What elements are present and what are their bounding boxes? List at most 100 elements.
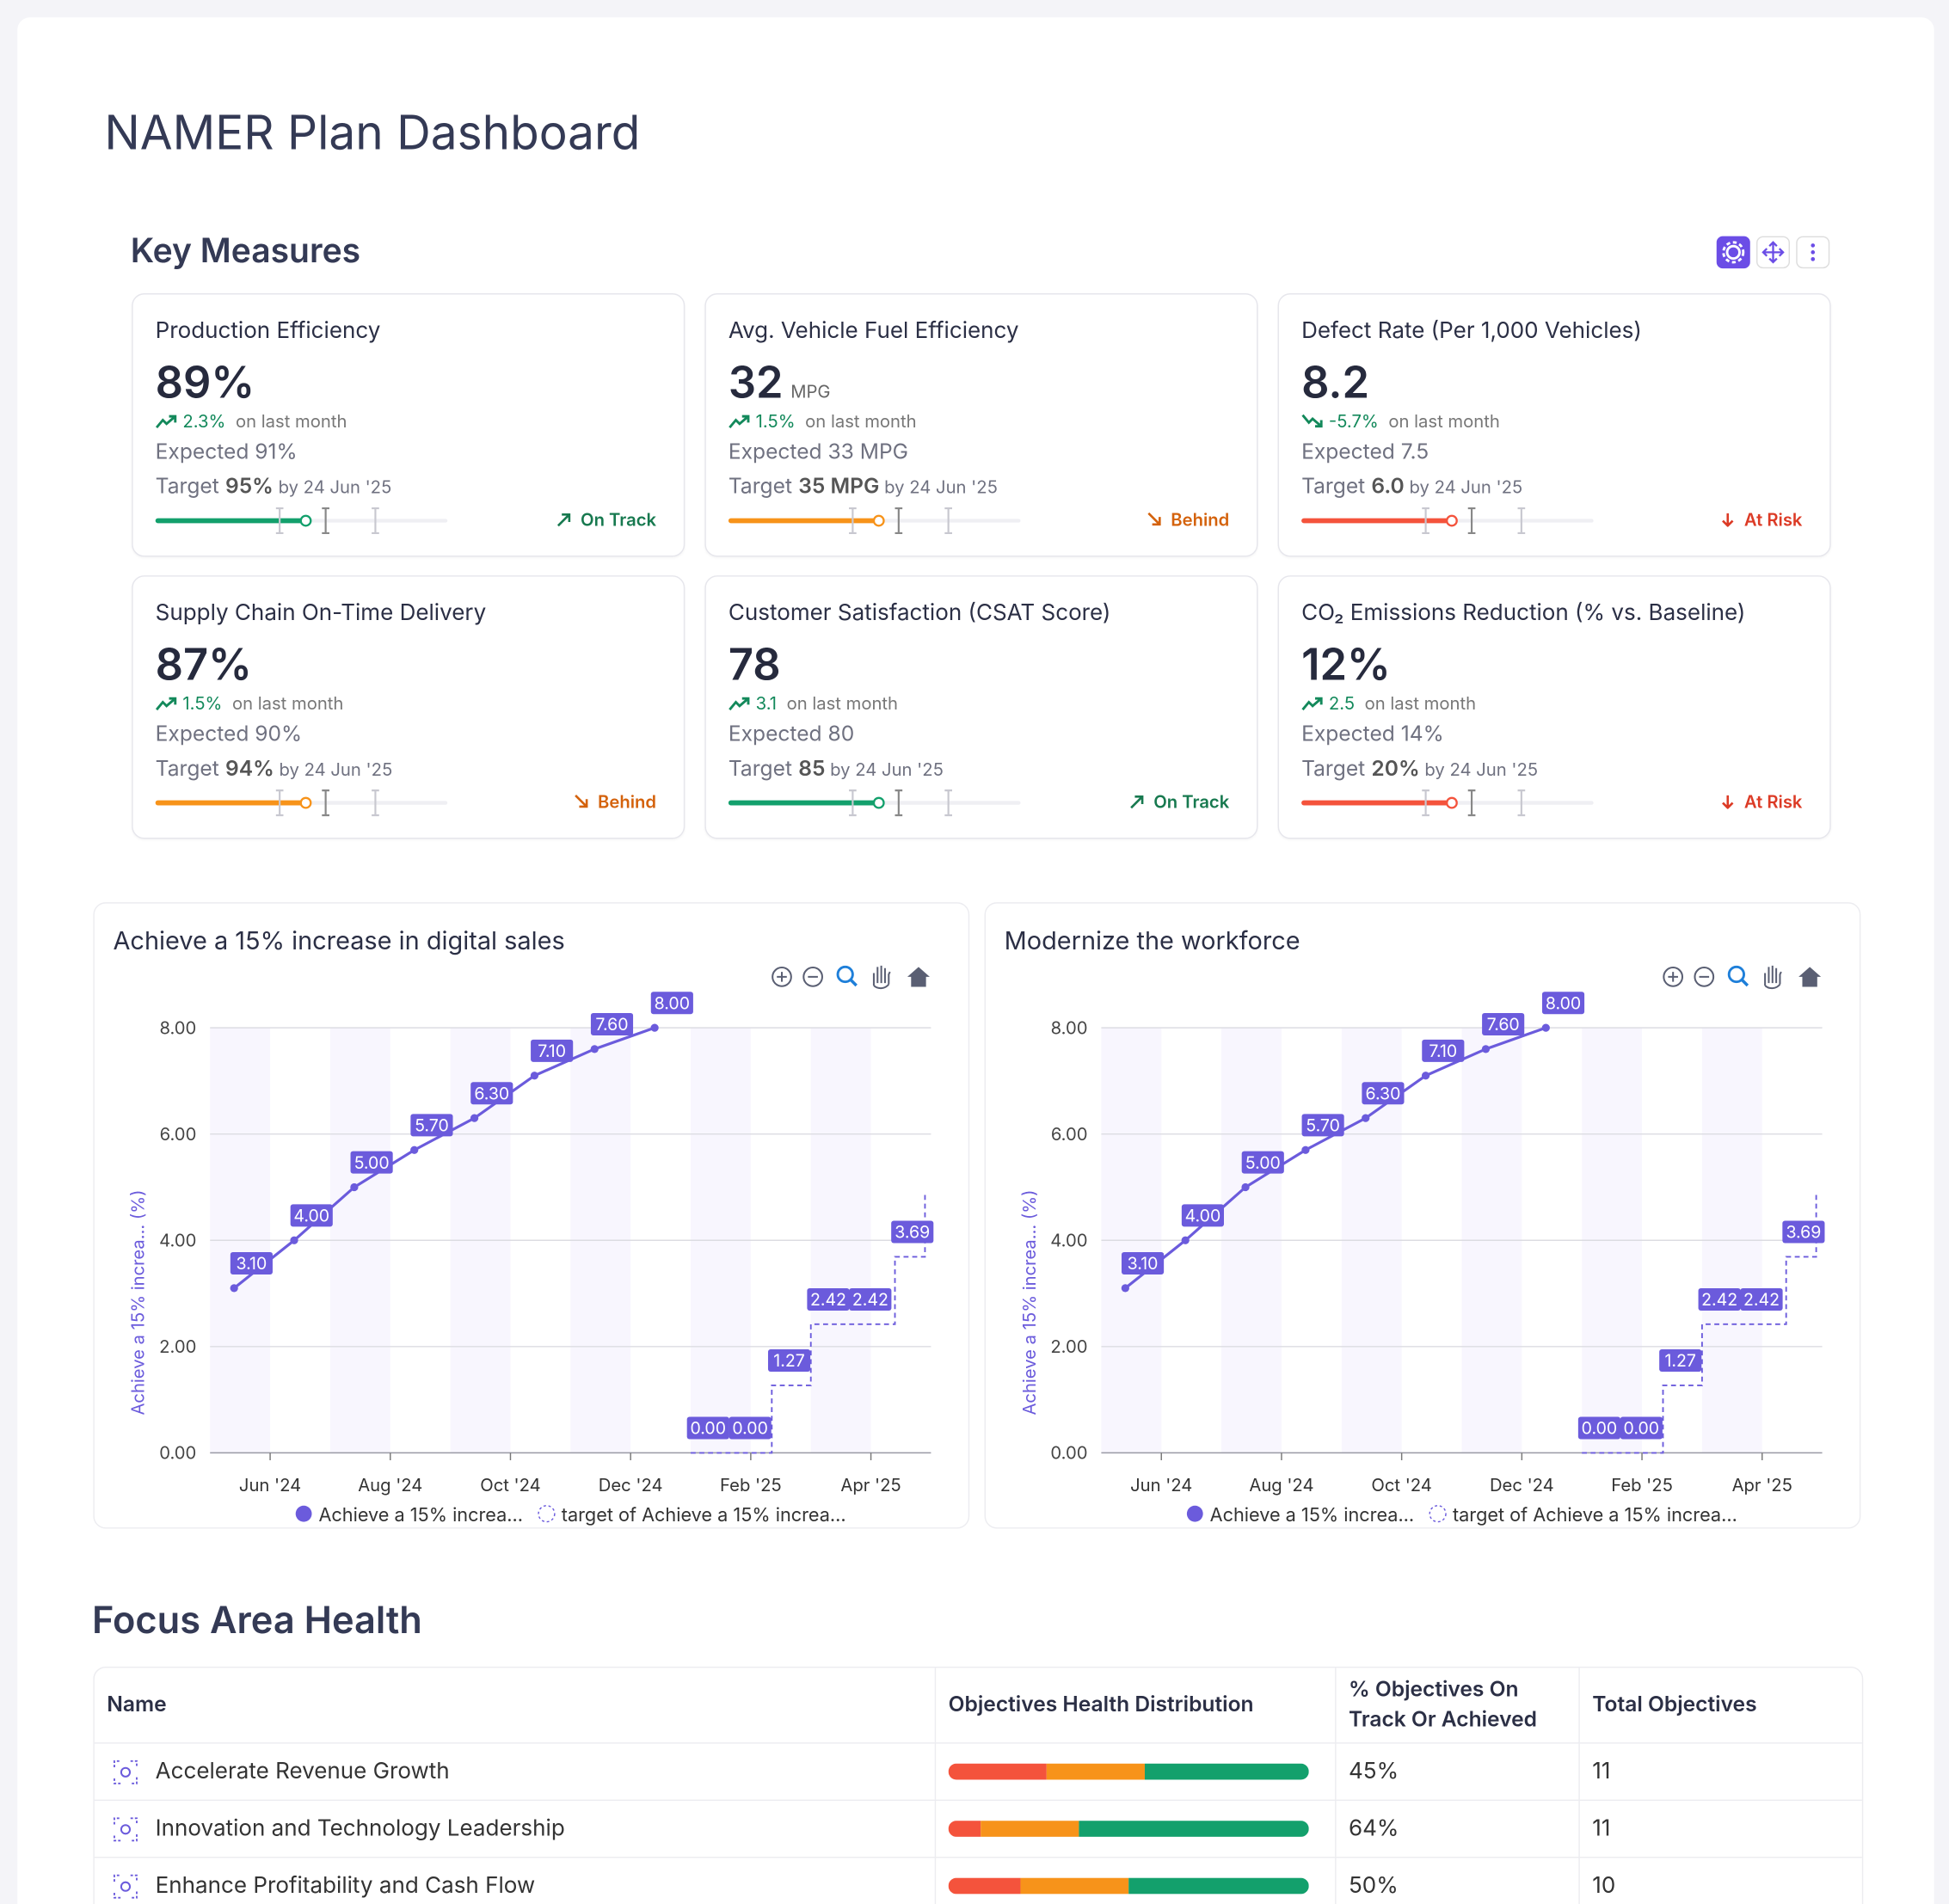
name: Enhance Profitability and Cash Flow <box>155 1872 536 1900</box>
progress <box>728 789 1021 817</box>
home-button[interactable] <box>907 967 930 987</box>
target-value: 85 <box>798 757 826 782</box>
card-value-line: 78 <box>729 639 781 691</box>
target-date: by 24 Jun '25 <box>830 759 944 781</box>
y-axis-label: Achieve a 15% increa... (%) <box>127 1189 149 1415</box>
value-label: 8.00 <box>655 992 690 1013</box>
chart-panel: Achieve a 15% increase in digital sales 0… <box>93 902 970 1529</box>
status-text: At Risk <box>1743 509 1803 531</box>
target-date: by 24 Jun '25 <box>279 759 393 781</box>
card-title: CO₂ Emissions Reduction (% vs. Baseline) <box>1301 600 1746 627</box>
value-label-box <box>290 1204 333 1227</box>
target-value: 6.0 <box>1371 475 1405 500</box>
point <box>1481 1045 1491 1053</box>
zoom-button[interactable] <box>1727 965 1745 984</box>
y-tick-label: 6.00 <box>160 1123 197 1145</box>
progress-knob <box>299 514 312 527</box>
progress <box>155 789 448 817</box>
chart: Achieve a 15% increase in digital sales 0… <box>114 925 934 1526</box>
value-label: 7.10 <box>1429 1041 1457 1061</box>
value-label-box <box>686 1416 729 1440</box>
value-label: 2.42 <box>1701 1289 1737 1310</box>
value-label-box <box>1782 1220 1825 1244</box>
value-label-box <box>891 1220 934 1244</box>
target-date: by 24 Jun '25 <box>1409 476 1523 499</box>
zoom-in-button[interactable] <box>1663 967 1684 987</box>
chart-panel: Modernize the workforce 0.00 2.00 4.00 6.00 8… <box>984 902 1861 1529</box>
status-arrow <box>1722 513 1734 528</box>
value-label: 8.00 <box>1546 992 1581 1013</box>
point <box>1541 1023 1550 1032</box>
value-label-box <box>410 1114 453 1137</box>
point <box>350 1182 359 1192</box>
section-title: Key Measures <box>130 230 361 272</box>
x-tick-label: Oct '24 <box>480 1474 540 1496</box>
distribution-cell <box>936 1801 1337 1858</box>
zoom-out-button[interactable] <box>802 967 823 987</box>
status-text: Behind <box>1171 509 1230 531</box>
value-label: 0.00 <box>690 1418 726 1439</box>
table-row: Enhance Profitability and Cash Flow 50% 10 <box>95 1858 1862 1904</box>
zoom-button[interactable] <box>836 965 854 984</box>
expected: Expected 91% <box>155 439 298 465</box>
chart-title: Achieve a 15% increase in digital sales <box>114 925 565 955</box>
name: Innovation and Technology Leadership <box>155 1815 565 1842</box>
status-icon <box>1722 795 1734 810</box>
focus-icon-center <box>120 1823 132 1834</box>
status-arrow <box>1147 512 1161 526</box>
status-arrow <box>1130 795 1144 809</box>
card-value: 87% <box>155 638 252 691</box>
card-title: Supply Chain On-Time Delivery <box>155 600 487 627</box>
move-icon <box>1761 241 1785 264</box>
x-tick-label: Apr '25 <box>840 1474 901 1496</box>
legend-label: target of Achieve a 15% increa... <box>1453 1504 1737 1526</box>
pan-button[interactable] <box>872 965 891 990</box>
column-header: Name <box>95 1668 937 1743</box>
target-value: 94% <box>225 757 274 782</box>
point <box>1181 1236 1190 1244</box>
value-label-box <box>1740 1287 1783 1311</box>
focus-icon <box>114 1816 138 1841</box>
name-cell: Innovation and Technology Leadership <box>95 1801 937 1858</box>
y-axis-label: Achieve a 15% increa... (%) <box>1018 1189 1040 1415</box>
pan-button[interactable] <box>1764 965 1782 990</box>
change-value: 1.5% <box>755 411 796 433</box>
distribution-segment <box>1046 1763 1146 1780</box>
distribution-segment <box>1079 1821 1309 1837</box>
zoom-out-button[interactable] <box>1694 967 1715 987</box>
value-label: 7.60 <box>1487 1014 1520 1035</box>
trend-arrow <box>155 697 177 711</box>
status-arrow <box>1722 795 1734 810</box>
settings-button[interactable] <box>1716 236 1750 269</box>
value-label-box <box>531 1039 574 1062</box>
change-line: 1.5% on last month <box>155 693 343 715</box>
value-label-box <box>1659 1349 1702 1373</box>
progress-marker <box>1422 789 1429 817</box>
measure-card: Avg. Vehicle Fuel Efficiency 32 MPG 1.5% on … <box>704 293 1258 557</box>
value-label-box <box>1122 1251 1165 1274</box>
home-button[interactable] <box>1798 967 1822 987</box>
progress-marker <box>322 507 329 535</box>
value-label-box <box>650 992 693 1015</box>
value-label-box <box>807 1287 850 1311</box>
distribution-bar <box>948 1821 1309 1837</box>
value-label-box <box>729 1416 772 1440</box>
card-value-line: 89% <box>156 357 255 409</box>
total-cell: 11 <box>1592 1815 1611 1842</box>
target-value: 35 MPG <box>798 475 880 500</box>
change-value: 3.1 <box>755 693 778 715</box>
table-header: Name Objectives Health Distribution% Obje… <box>94 1668 1862 1744</box>
progress-fill <box>728 518 879 524</box>
expected: Expected 33 MPG <box>728 439 908 465</box>
trend-arrow <box>1301 697 1323 711</box>
zoom-in-button[interactable] <box>772 967 792 987</box>
legend-marker <box>1429 1505 1447 1523</box>
x-tick-label: Aug '24 <box>1249 1474 1313 1496</box>
value-label: 7.10 <box>538 1041 566 1061</box>
card-unit: MPG <box>790 381 831 403</box>
value-label: 0.00 <box>1624 1418 1660 1439</box>
target-label: Target <box>1301 757 1366 782</box>
y-tick-label: 0.00 <box>159 1442 196 1464</box>
distribution-bar <box>948 1877 1309 1895</box>
value-label: 6.30 <box>1366 1083 1401 1103</box>
